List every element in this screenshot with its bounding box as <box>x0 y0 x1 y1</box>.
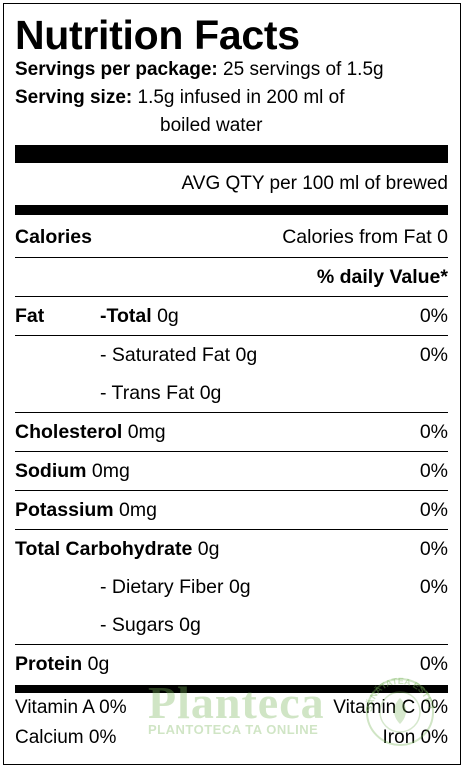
nutrition-label: Nutrition Facts Servings per package: 25… <box>3 3 461 765</box>
calcium: Calcium 0% <box>15 727 117 748</box>
sugars-row: - Sugars 0g <box>15 606 448 645</box>
serving-size-value-2: boiled water <box>160 115 263 136</box>
vitamins-row-2: Calcium 0% Iron 0% <box>15 723 448 753</box>
fat-total-label: -Total <box>100 305 152 327</box>
fiber-label: - Dietary Fiber <box>100 576 224 598</box>
carbohydrate-value: 0g <box>197 538 220 560</box>
potassium-value: 0mg <box>119 499 157 521</box>
carbohydrate-label: Total Carbohydrate <box>15 538 193 560</box>
saturated-fat-pct: 0% <box>419 344 448 366</box>
trans-fat-value: 0g <box>199 382 222 404</box>
servings-per-package: Servings per package: 25 servings of 1.5… <box>15 56 448 84</box>
potassium-label: Potassium <box>15 499 114 521</box>
cholesterol-label: Cholesterol <box>15 421 123 443</box>
calories-row: Calories Calories from Fat 0 <box>15 215 448 258</box>
daily-value-header: % daily Value* <box>316 266 448 288</box>
trans-fat-label: - Trans Fat <box>100 382 195 404</box>
divider-thick <box>15 145 448 163</box>
sugars-value: 0g <box>179 614 201 636</box>
protein-row: Protein 0g 0% <box>15 645 448 683</box>
vitamin-a: Vitamin A 0% <box>15 697 127 718</box>
saturated-fat-value: 0g <box>235 344 258 366</box>
sodium-label: Sodium <box>15 460 87 482</box>
fat-total-pct: 0% <box>419 305 448 327</box>
servings-label: Servings per package: <box>15 59 218 80</box>
daily-value-header-row: % daily Value* <box>15 258 448 297</box>
divider-bottom <box>15 685 448 693</box>
fiber-row: - Dietary Fiber 0g 0% <box>15 568 448 606</box>
cholesterol-pct: 0% <box>419 421 448 443</box>
calories-from-fat: Calories from Fat 0 <box>282 226 448 248</box>
serving-size-value-1: 1.5g infused in 200 ml of <box>137 87 345 108</box>
calories-label: Calories <box>15 226 92 248</box>
protein-pct: 0% <box>419 653 448 675</box>
label-title: Nutrition Facts <box>15 12 300 58</box>
fat-total-row: Fat -Total 0g 0% <box>15 297 448 336</box>
saturated-fat-label: - Saturated Fat <box>100 344 231 366</box>
protein-value: 0g <box>87 653 110 675</box>
divider-medium <box>15 205 448 215</box>
sodium-pct: 0% <box>419 460 448 482</box>
iron: Iron 0% <box>382 727 448 748</box>
fiber-value: 0g <box>228 576 251 598</box>
sodium-value: 0mg <box>91 460 130 482</box>
servings-value: 25 servings of 1.5g <box>223 59 384 80</box>
trans-fat-row: - Trans Fat 0g <box>15 374 448 413</box>
carbohydrate-row: Total Carbohydrate 0g 0% <box>15 530 448 568</box>
serving-size: Serving size: 1.5g infused in 200 ml of <box>15 84 448 112</box>
sodium-row: Sodium 0mg 0% <box>15 452 448 491</box>
fat-total-value: 0g <box>157 305 179 327</box>
carbohydrate-pct: 0% <box>419 538 448 560</box>
potassium-row: Potassium 0mg 0% <box>15 491 448 530</box>
vitamins-row-1: Vitamin A 0% Vitamin C 0% <box>15 693 448 723</box>
potassium-pct: 0% <box>419 499 448 521</box>
protein-label: Protein <box>15 653 83 675</box>
sugars-label: - Sugars <box>100 614 174 636</box>
cholesterol-value: 0mg <box>127 421 166 443</box>
vitamin-c: Vitamin C 0% <box>333 697 448 718</box>
fiber-pct: 0% <box>419 576 448 598</box>
cholesterol-row: Cholesterol 0mg 0% <box>15 413 448 452</box>
fat-label: Fat <box>15 305 45 327</box>
saturated-fat-row: - Saturated Fat 0g 0% <box>15 336 448 374</box>
avg-qty-header: AVG QTY per 100 ml of brewed <box>181 173 448 194</box>
serving-size-label: Serving size: <box>15 87 133 108</box>
